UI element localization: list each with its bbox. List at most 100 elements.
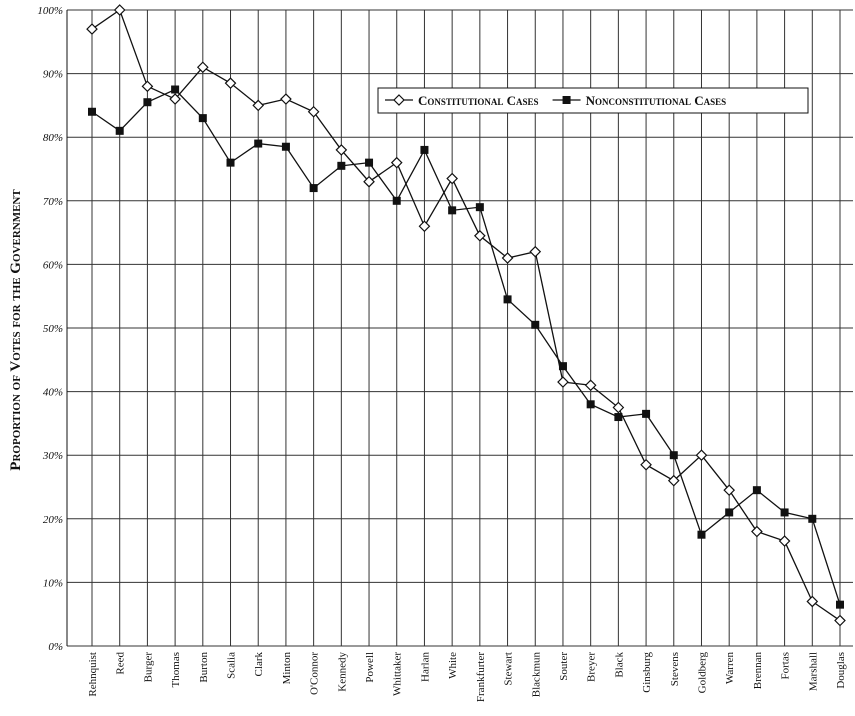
x-tick-label: Frankfurter bbox=[475, 652, 487, 702]
point bbox=[780, 508, 789, 517]
point bbox=[281, 142, 290, 151]
point bbox=[224, 77, 237, 89]
legend: Constitutional Cases Nonconstitutional Ca… bbox=[377, 87, 809, 114]
x-tick-label: Marshall bbox=[807, 652, 819, 691]
y-tick-label: 30% bbox=[42, 450, 63, 462]
y-tick-label: 70% bbox=[43, 196, 63, 208]
x-tick-label: Kennedy bbox=[336, 652, 348, 692]
point bbox=[529, 245, 542, 258]
x-tick-label: Goldberg bbox=[696, 652, 708, 694]
point bbox=[614, 413, 623, 422]
point bbox=[448, 206, 457, 215]
y-tick-label: 40% bbox=[43, 387, 63, 399]
series bbox=[88, 85, 844, 609]
x-tick-label: Clark bbox=[253, 652, 265, 677]
series bbox=[86, 4, 846, 627]
x-tick-label: Whittaker bbox=[392, 652, 404, 696]
x-tick-label: Harlan bbox=[419, 652, 431, 682]
point bbox=[198, 114, 207, 123]
series-line bbox=[91, 88, 841, 605]
point bbox=[562, 96, 571, 104]
point bbox=[806, 595, 819, 608]
point bbox=[834, 614, 846, 627]
point bbox=[531, 320, 540, 329]
point bbox=[697, 530, 706, 539]
point bbox=[669, 451, 678, 460]
point bbox=[503, 295, 512, 304]
legend-label: Constitutional Cases bbox=[418, 93, 539, 108]
x-tick-label: Thomas bbox=[170, 652, 182, 687]
x-tick-label: Douglas bbox=[835, 652, 847, 689]
x-tick-label: Warren bbox=[724, 652, 736, 685]
point bbox=[337, 161, 346, 170]
x-tick-label: Breyer bbox=[586, 652, 598, 682]
y-tick-label: 50% bbox=[43, 323, 63, 335]
point bbox=[88, 107, 96, 116]
point bbox=[808, 514, 817, 523]
point bbox=[446, 172, 458, 185]
x-tick-label: O'Connor bbox=[309, 652, 321, 695]
point bbox=[226, 158, 235, 167]
point bbox=[418, 220, 431, 233]
x-tick-label: Souter bbox=[558, 652, 570, 681]
x-tick-label: Powell bbox=[364, 652, 376, 683]
x-tick-label: Black bbox=[613, 652, 625, 678]
point bbox=[171, 85, 180, 94]
point bbox=[141, 80, 154, 93]
point bbox=[252, 99, 265, 112]
point bbox=[501, 252, 514, 264]
y-tick-label: 10% bbox=[43, 577, 63, 589]
point bbox=[475, 203, 484, 212]
point bbox=[751, 525, 763, 538]
x-tick-label: Blackmun bbox=[530, 652, 542, 698]
x-tick-label: Stewart bbox=[503, 652, 515, 686]
x-tick-label: Ginsburg bbox=[641, 652, 653, 693]
point bbox=[363, 175, 375, 188]
y-tick-label: 0% bbox=[48, 641, 63, 653]
x-tick-label: Rehnquist bbox=[87, 652, 99, 697]
point bbox=[474, 229, 486, 242]
x-tick-label: Burton bbox=[198, 652, 210, 683]
point bbox=[254, 139, 263, 148]
x-tick-label: Burger bbox=[142, 652, 154, 683]
point bbox=[725, 508, 734, 517]
point bbox=[667, 474, 680, 487]
point bbox=[280, 93, 292, 105]
point bbox=[115, 126, 124, 135]
x-tick-label: Brennan bbox=[752, 652, 764, 690]
point bbox=[584, 379, 597, 392]
y-axis-label: Proportion of Votes for the Government bbox=[8, 189, 24, 471]
x-tick-label: Fortas bbox=[780, 652, 792, 680]
point bbox=[612, 401, 625, 414]
point bbox=[723, 484, 736, 497]
y-tick-label: 60% bbox=[43, 259, 63, 271]
point bbox=[307, 105, 320, 118]
point bbox=[778, 535, 791, 547]
point bbox=[169, 93, 181, 105]
legend-label: Nonconstitutional Cases bbox=[586, 93, 727, 108]
legend-box bbox=[377, 87, 809, 114]
point bbox=[586, 400, 595, 409]
point bbox=[393, 94, 405, 106]
point bbox=[558, 362, 567, 371]
x-tick-label: Reed bbox=[115, 652, 127, 675]
point bbox=[113, 4, 126, 16]
point bbox=[196, 61, 209, 74]
y-tick-label: 20% bbox=[43, 514, 63, 526]
point bbox=[392, 196, 401, 205]
x-tick-label: Minton bbox=[281, 652, 293, 685]
point bbox=[752, 486, 761, 495]
point bbox=[86, 23, 98, 35]
y-tick-label: 80% bbox=[43, 132, 63, 144]
y-tick-label: 90% bbox=[43, 69, 63, 81]
point bbox=[642, 409, 651, 418]
point bbox=[836, 600, 844, 609]
x-tick-label: White bbox=[447, 652, 459, 679]
x-tick-label: Stevens bbox=[669, 652, 681, 686]
x-tick-label: Scalia bbox=[226, 652, 238, 679]
point bbox=[143, 98, 152, 107]
point bbox=[390, 156, 403, 169]
point bbox=[309, 184, 318, 193]
point bbox=[335, 144, 348, 156]
